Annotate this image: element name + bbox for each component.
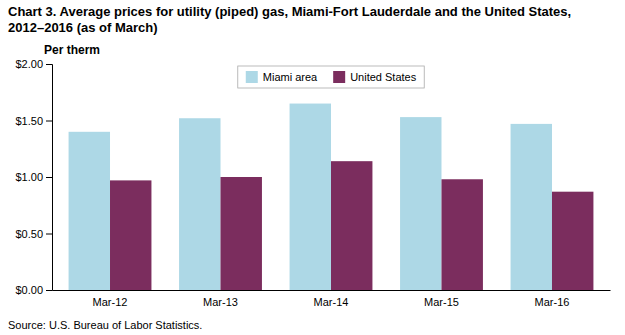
y-axis: $0.00 $0.50 $1.00 $1.50 $2.00 [15,58,52,296]
legend-swatch [333,71,345,83]
bar [552,192,593,290]
axis-line [53,290,611,291]
title: Chart 3. Average prices for utility (pip… [8,4,571,35]
tick-mark [46,290,52,291]
title-line: 2012–2016 (as of March) [8,20,158,35]
legend: Miami area United States [238,66,424,88]
bar [441,179,482,290]
tick-label: $0.00 [15,284,43,296]
bar [511,124,552,290]
bar [110,180,151,290]
axis-line [46,65,53,291]
tick: $1.00 [15,171,52,183]
tick: $1.50 [15,115,52,127]
tick-label: Mar-12 [93,296,128,308]
y-axis-label: Per therm [44,43,100,57]
legend-swatch [246,71,258,83]
bars [69,104,594,290]
plot: $0.00$0.50$1.00$1.50$2.00Mar-12Mar-13Mar… [15,58,610,308]
chart: Chart 3. Average prices for utility (pip… [0,0,625,335]
series [110,161,593,290]
source: Source: U.S. Bureau of Labor Statistics. [8,319,202,331]
legend-label: Miami area [263,71,318,83]
bar [331,161,372,290]
bar [400,117,441,290]
tick-label: Mar-15 [424,296,459,308]
tick: Mar-12 [93,290,128,308]
legend-frame [238,66,424,88]
bar [179,118,220,290]
tick: $0.00 [15,284,52,296]
tick: $0.50 [15,228,52,240]
tick-label: Mar-13 [203,296,238,308]
tick-label: Mar-14 [314,296,349,308]
tick-label: $1.50 [15,115,43,127]
legend-item: United States [333,71,417,83]
tick: Mar-14 [314,290,349,308]
tick-label: Mar-16 [535,296,570,308]
tick-label: $1.00 [15,171,43,183]
tick-mark [46,121,52,122]
tick-label: $0.50 [15,228,43,240]
tick-mark [46,64,52,65]
series [69,104,552,290]
legend-label: United States [350,71,417,83]
tick: Mar-16 [535,290,570,308]
tick-mark [46,177,52,178]
title-line: Chart 3. Average prices for utility (pip… [8,4,571,19]
tick: Mar-13 [203,290,238,308]
tick-label: $2.00 [15,58,43,70]
tick-mark [46,234,52,235]
tick: $2.00 [15,58,52,70]
legend-item: Miami area [246,71,318,83]
bar [290,104,331,290]
x-axis: Mar-12 Mar-13 Mar-14 Mar-15 Mar-16 [53,290,611,308]
bar [69,132,110,290]
bar [221,177,262,290]
tick: Mar-15 [424,290,459,308]
